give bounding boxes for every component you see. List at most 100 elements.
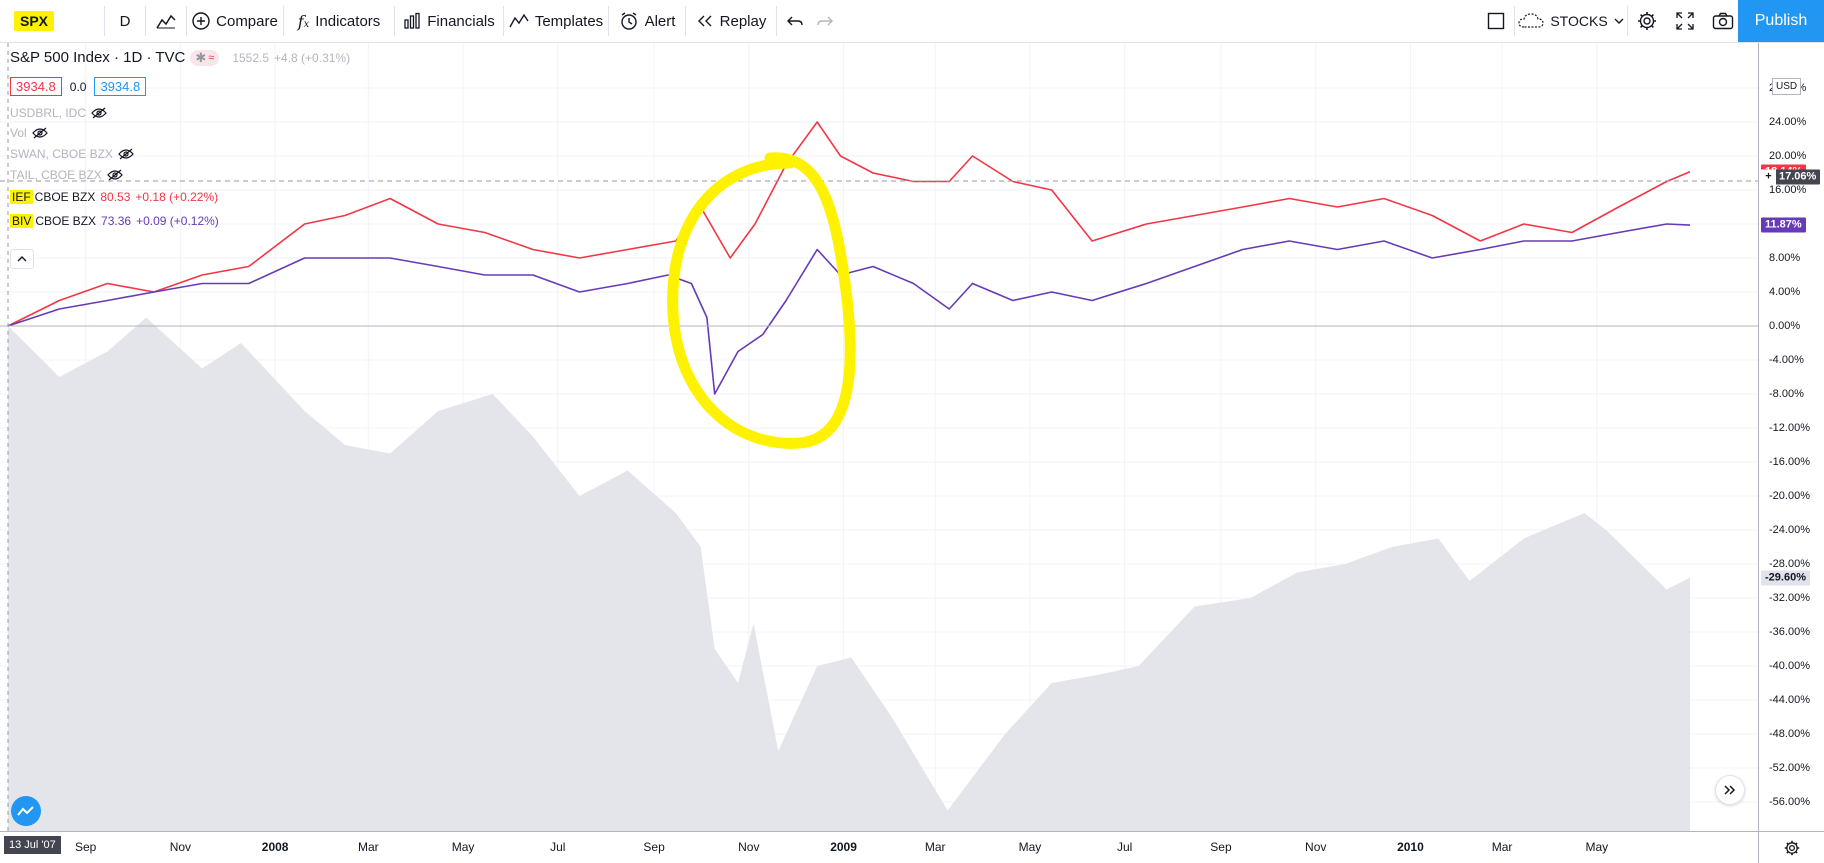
interval-button[interactable]: D xyxy=(105,0,145,42)
chart-type-button[interactable] xyxy=(146,0,186,42)
legend-ief-change: +0.18 (+0.22%) xyxy=(135,190,219,204)
crosshair-price-label: 17.06% xyxy=(1779,170,1817,183)
cloud-chart-icon xyxy=(17,806,34,816)
price-tick-label: -28.00% xyxy=(1769,558,1810,570)
time-tick-label: Jul xyxy=(1117,840,1133,854)
legend-row-vol-label: Vol xyxy=(10,126,27,140)
top-toolbar: SPX D Compare fx Indicators Financials T… xyxy=(0,0,1824,43)
price-tick-label: -32.00% xyxy=(1769,592,1810,604)
legend-row-tail-label: TAIL, CBOE BZX xyxy=(10,168,102,182)
time-tick-label: Jul xyxy=(550,840,566,854)
chart-pane[interactable] xyxy=(0,43,1758,831)
spx-price-badge: -29.60% xyxy=(1761,570,1810,586)
eye-hidden-icon[interactable] xyxy=(31,127,48,139)
legend-row-vol[interactable]: Vol xyxy=(10,126,48,140)
start-date-label: 13 Jul '07 xyxy=(4,836,61,854)
legend-biv-exchange: CBOE BZX xyxy=(35,214,97,228)
time-tick-label: Nov xyxy=(1305,840,1327,854)
legend-ief-symbol: IEF xyxy=(10,190,33,204)
legend-row-usdbrl[interactable]: USDBRL, IDC xyxy=(10,106,107,120)
redo-button[interactable] xyxy=(808,0,842,42)
time-tick-label: Mar xyxy=(924,840,946,854)
templates-button[interactable]: Templates xyxy=(504,0,608,42)
price-tick-label: -16.00% xyxy=(1769,456,1810,468)
price-tick-label: -36.00% xyxy=(1769,626,1810,638)
eye-hidden-icon[interactable] xyxy=(91,107,107,119)
interval-label: D xyxy=(119,12,131,30)
legend-ief-price: 80.53 xyxy=(100,190,131,204)
bar-chart-icon xyxy=(404,12,420,29)
price-tick-label: 0.00% xyxy=(1769,320,1801,332)
chart-canvas[interactable] xyxy=(0,43,1758,831)
collapse-legend-button[interactable] xyxy=(10,249,34,269)
price-tick-label: -44.00% xyxy=(1769,694,1810,706)
templates-icon xyxy=(509,13,529,28)
eye-hidden-icon[interactable] xyxy=(118,148,134,160)
legend-row-ief[interactable]: IEF CBOE BZX 80.53 +0.18 (+0.22%) xyxy=(10,190,218,204)
time-scale[interactable]: Sep Nov 2008 Mar May Jul Sep Nov 2009 Mar May Jul Se… xyxy=(0,831,1758,863)
alert-button[interactable]: Alert xyxy=(609,0,685,42)
symbol-search-button[interactable]: SPX xyxy=(8,0,104,42)
price-tick-label: -48.00% xyxy=(1769,728,1810,740)
layout-button[interactable] xyxy=(1478,0,1514,42)
market-label: STOCKS xyxy=(1550,13,1608,29)
scroll-to-realtime-button[interactable] xyxy=(1715,775,1745,805)
publish-button[interactable]: Publish xyxy=(1738,0,1824,42)
indicators-button[interactable]: fx Indicators xyxy=(284,0,394,42)
market-dropdown[interactable]: STOCKS xyxy=(1515,0,1627,42)
price-tick-label: -56.00% xyxy=(1769,796,1810,808)
legend-row-biv[interactable]: BIV CBOE BZX 73.36 +0.09 (+0.12%) xyxy=(10,214,219,228)
square-icon xyxy=(1487,12,1505,30)
replay-button[interactable]: Replay xyxy=(686,0,776,42)
legend-row-swan[interactable]: SWAN, CBOE BZX xyxy=(10,147,134,161)
gear-icon xyxy=(1784,840,1799,855)
legend-row-tail[interactable]: TAIL, CBOE BZX xyxy=(10,168,123,182)
time-tick-label: Mar xyxy=(357,840,379,854)
eye-hidden-icon[interactable] xyxy=(107,169,123,181)
legend-row-usdbrl-label: USDBRL, IDC xyxy=(10,106,87,120)
plus-circle-icon xyxy=(192,12,210,30)
alarm-clock-icon xyxy=(620,12,637,30)
redo-icon xyxy=(817,16,833,26)
price-tick-label: -52.00% xyxy=(1769,762,1810,774)
replay-label: Replay xyxy=(719,12,767,30)
time-tick-label: Sep xyxy=(74,840,97,854)
status-badge[interactable]: ✱ ≈ xyxy=(190,49,220,66)
fullscreen-button[interactable] xyxy=(1666,0,1704,42)
fullscreen-icon xyxy=(1676,12,1694,30)
price-scale[interactable]: 28.00%24.00%20.00%16.00%12.00%8.00%4.00%… xyxy=(1758,43,1824,831)
tradingview-logo[interactable] xyxy=(11,796,41,826)
spx-area-series xyxy=(8,317,1690,831)
crosshair-price-badge: +17.06% xyxy=(1761,169,1821,185)
price-tick-label: -4.00% xyxy=(1769,354,1804,366)
snapshot-button[interactable] xyxy=(1704,0,1742,42)
asterisk-icon: ✱ xyxy=(195,49,207,65)
settings-button[interactable] xyxy=(1628,0,1666,42)
main-series-row[interactable]: S&P 500 Index · 1D · TVC ✱ ≈ 1552.5 +4.8… xyxy=(10,49,350,66)
ask-price[interactable]: 3934.8 xyxy=(94,77,147,96)
bid-price[interactable]: 3934.8 xyxy=(10,77,62,96)
time-tick-label: 2008 xyxy=(261,840,289,854)
spread-value: 0.0 xyxy=(69,79,87,94)
compare-button[interactable]: Compare xyxy=(187,0,283,42)
alert-label: Alert xyxy=(644,12,676,30)
legend-biv-price: 73.36 xyxy=(101,214,132,228)
undo-button[interactable] xyxy=(778,0,812,42)
price-tick-label: -12.00% xyxy=(1769,422,1810,434)
time-tick-label: May xyxy=(1585,840,1609,854)
publish-label: Publish xyxy=(1754,12,1808,29)
compare-label: Compare xyxy=(216,12,278,30)
time-tick-label: Nov xyxy=(169,840,192,854)
time-tick-label: Sep xyxy=(1210,840,1232,854)
currency-label[interactable]: USD xyxy=(1772,78,1802,95)
double-chevron-right-icon xyxy=(1724,785,1736,795)
camera-icon xyxy=(1712,12,1734,30)
scale-settings-button[interactable] xyxy=(1758,831,1824,863)
price-tick-label: 20.00% xyxy=(1769,150,1807,162)
financials-button[interactable]: Financials xyxy=(395,0,503,42)
rewind-icon xyxy=(697,15,712,27)
time-tick-label: Mar xyxy=(1491,840,1513,854)
main-series-price: 1552.5 xyxy=(232,50,270,65)
financials-label: Financials xyxy=(427,12,495,30)
plus-icon[interactable]: + xyxy=(1761,169,1776,185)
